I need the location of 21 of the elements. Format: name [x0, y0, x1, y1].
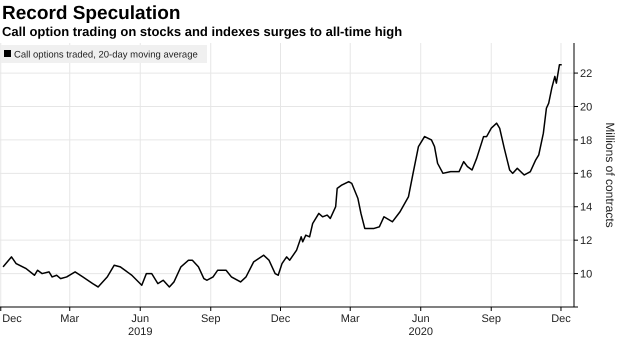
x-tick-label: Mar [60, 313, 80, 325]
chart-title: Record Speculation [2, 3, 180, 24]
y-tick-label: 10 [580, 268, 592, 281]
y-tick-label: 20 [580, 101, 592, 114]
x-tick-label: Mar [340, 313, 360, 325]
line-series [2, 64, 562, 288]
x-tick-label: Jun 2020 [408, 313, 433, 338]
x-tick-label: Sep [200, 313, 221, 325]
y-tick-label: 22 [580, 68, 592, 80]
y-tick-label: 16 [580, 168, 592, 180]
x-tick-label: Jun 2019 [128, 313, 152, 338]
x-tick-label: Dec [2, 313, 22, 325]
chart-subtitle: Call option trading on stocks and indexes surges to all-time high [2, 24, 402, 39]
x-tick-label: Dec [270, 313, 291, 325]
x-tick-label: Sep [481, 313, 502, 325]
legend-label: Call options traded, 20-day moving average [14, 50, 198, 60]
y-axis-title: Millions of contracts [603, 122, 617, 228]
x-tick-label: Dec [551, 313, 572, 325]
y-tick-label: 18 [580, 134, 592, 147]
y-tick-label: 14 [580, 202, 592, 214]
y-tick-label: 12 [580, 235, 592, 248]
